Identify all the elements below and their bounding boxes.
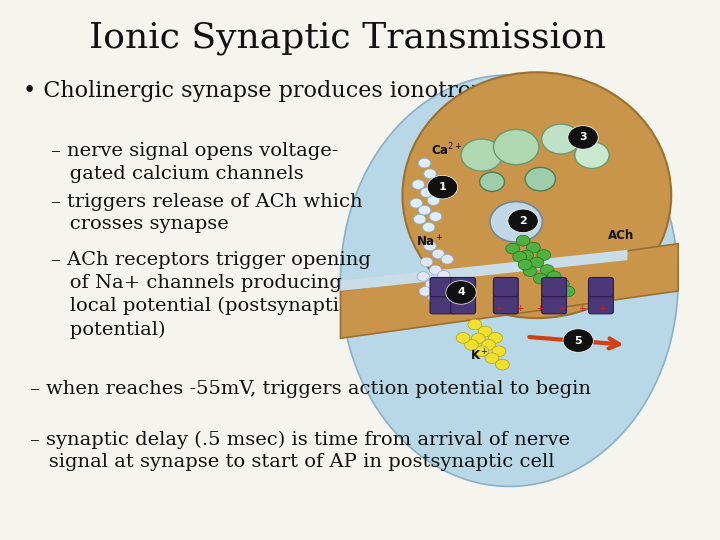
Text: +: + [557, 304, 564, 313]
Circle shape [461, 139, 503, 171]
Text: 4: 4 [457, 287, 465, 298]
Circle shape [413, 214, 426, 224]
Circle shape [575, 141, 609, 168]
Text: – ACh receptors trigger opening
   of Na+ channels producing
   local potential : – ACh receptors trigger opening of Na+ c… [51, 251, 371, 339]
Circle shape [513, 251, 526, 262]
Text: 1: 1 [438, 182, 446, 192]
Text: 3: 3 [579, 132, 587, 143]
FancyBboxPatch shape [541, 295, 567, 314]
Circle shape [424, 169, 436, 179]
Circle shape [410, 198, 423, 208]
Ellipse shape [341, 75, 678, 487]
Text: 2: 2 [519, 216, 527, 226]
Text: ACh: ACh [608, 229, 634, 242]
FancyBboxPatch shape [430, 278, 455, 296]
FancyBboxPatch shape [493, 278, 518, 296]
Circle shape [525, 167, 555, 191]
Text: Ionic Synaptic Transmission: Ionic Synaptic Transmission [89, 22, 606, 56]
Circle shape [506, 244, 520, 254]
Text: K$^+$: K$^+$ [470, 348, 489, 364]
FancyBboxPatch shape [451, 278, 475, 296]
FancyBboxPatch shape [493, 295, 518, 314]
Circle shape [482, 340, 495, 350]
Circle shape [472, 333, 485, 344]
Circle shape [508, 209, 539, 233]
Circle shape [520, 250, 534, 261]
FancyBboxPatch shape [430, 295, 455, 314]
Circle shape [424, 241, 436, 251]
Circle shape [537, 249, 551, 260]
Circle shape [490, 201, 542, 242]
Circle shape [418, 158, 431, 168]
FancyBboxPatch shape [588, 295, 613, 314]
Text: Ca$^{2+}$: Ca$^{2+}$ [431, 141, 463, 158]
Circle shape [555, 279, 570, 289]
Circle shape [436, 284, 449, 294]
Circle shape [492, 346, 506, 356]
Circle shape [523, 266, 537, 276]
Circle shape [427, 176, 458, 199]
Text: +: + [536, 304, 544, 313]
Circle shape [428, 293, 441, 302]
Circle shape [544, 281, 557, 292]
Circle shape [412, 180, 425, 190]
Circle shape [418, 205, 431, 215]
Text: Na$^+$: Na$^+$ [416, 235, 444, 250]
Circle shape [495, 359, 509, 370]
Text: +: + [598, 304, 606, 313]
Circle shape [493, 130, 539, 165]
Circle shape [456, 333, 470, 343]
Text: – triggers release of ACh which
   crosses synapse: – triggers release of ACh which crosses … [51, 192, 363, 233]
Circle shape [526, 242, 540, 253]
Circle shape [478, 326, 492, 337]
Circle shape [568, 126, 598, 149]
Text: +: + [516, 304, 523, 313]
FancyBboxPatch shape [588, 278, 613, 296]
Circle shape [431, 177, 443, 187]
Circle shape [429, 265, 442, 275]
Circle shape [530, 257, 544, 268]
Circle shape [485, 353, 499, 363]
Text: – when reaches -55mV, triggers action potential to begin: – when reaches -55mV, triggers action po… [30, 380, 591, 397]
Circle shape [420, 257, 433, 267]
Circle shape [423, 222, 435, 232]
Circle shape [419, 287, 431, 296]
Circle shape [561, 286, 575, 296]
Circle shape [427, 195, 440, 205]
Circle shape [429, 212, 442, 221]
Circle shape [439, 297, 451, 307]
Circle shape [446, 281, 476, 304]
Text: – synaptic delay (.5 msec) is time from arrival of nerve
   signal at synapse to: – synaptic delay (.5 msec) is time from … [30, 430, 570, 471]
FancyBboxPatch shape [541, 278, 567, 296]
Circle shape [563, 329, 593, 352]
Text: 5: 5 [575, 335, 582, 346]
FancyBboxPatch shape [451, 295, 475, 314]
Circle shape [441, 254, 454, 264]
Circle shape [547, 271, 561, 282]
Polygon shape [341, 250, 627, 291]
Circle shape [438, 271, 450, 280]
Circle shape [432, 249, 444, 259]
Circle shape [534, 273, 547, 284]
Text: +: + [495, 304, 503, 313]
Text: • Cholinergic synapse produces ionotropic effect: • Cholinergic synapse produces ionotropi… [24, 80, 577, 102]
Circle shape [540, 265, 554, 275]
Circle shape [420, 188, 433, 197]
Ellipse shape [402, 72, 671, 318]
Circle shape [516, 235, 530, 246]
Circle shape [541, 124, 580, 154]
Circle shape [417, 272, 429, 281]
Circle shape [474, 346, 489, 356]
Circle shape [489, 333, 503, 343]
Polygon shape [341, 244, 678, 338]
Text: +: + [578, 304, 585, 313]
Circle shape [518, 259, 532, 270]
Circle shape [480, 172, 505, 192]
Circle shape [464, 340, 478, 350]
Text: – nerve signal opens voltage-
   gated calcium channels: – nerve signal opens voltage- gated calc… [51, 141, 338, 183]
Circle shape [426, 280, 438, 289]
Circle shape [468, 319, 482, 330]
